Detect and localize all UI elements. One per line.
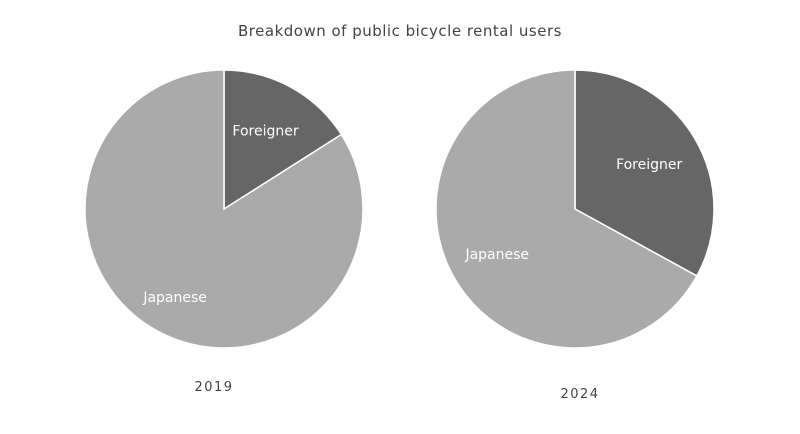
pie-slice-foreigner-2024 [574, 69, 715, 277]
pie-2019: Foreigner Japanese 2019 [84, 69, 364, 395]
slice-label-foreigner-2024: Foreigner [616, 157, 682, 173]
pie-2024: Foreigner Japanese 2024 [435, 69, 715, 402]
chart-title: Breakdown of public bicycle rental users [238, 22, 562, 40]
year-label-2019: 2019 [194, 380, 233, 395]
pie-slice-japanese-2024 [435, 69, 698, 349]
slice-label-japanese-2019: Japanese [142, 290, 207, 306]
slice-label-japanese-2024: Japanese [464, 247, 529, 263]
pie-slice-japanese-2019 [84, 69, 364, 349]
slice-label-foreigner-2019: Foreigner [232, 123, 298, 139]
pie-slice-foreigner-2019 [223, 69, 343, 211]
year-label-2024: 2024 [560, 387, 599, 402]
